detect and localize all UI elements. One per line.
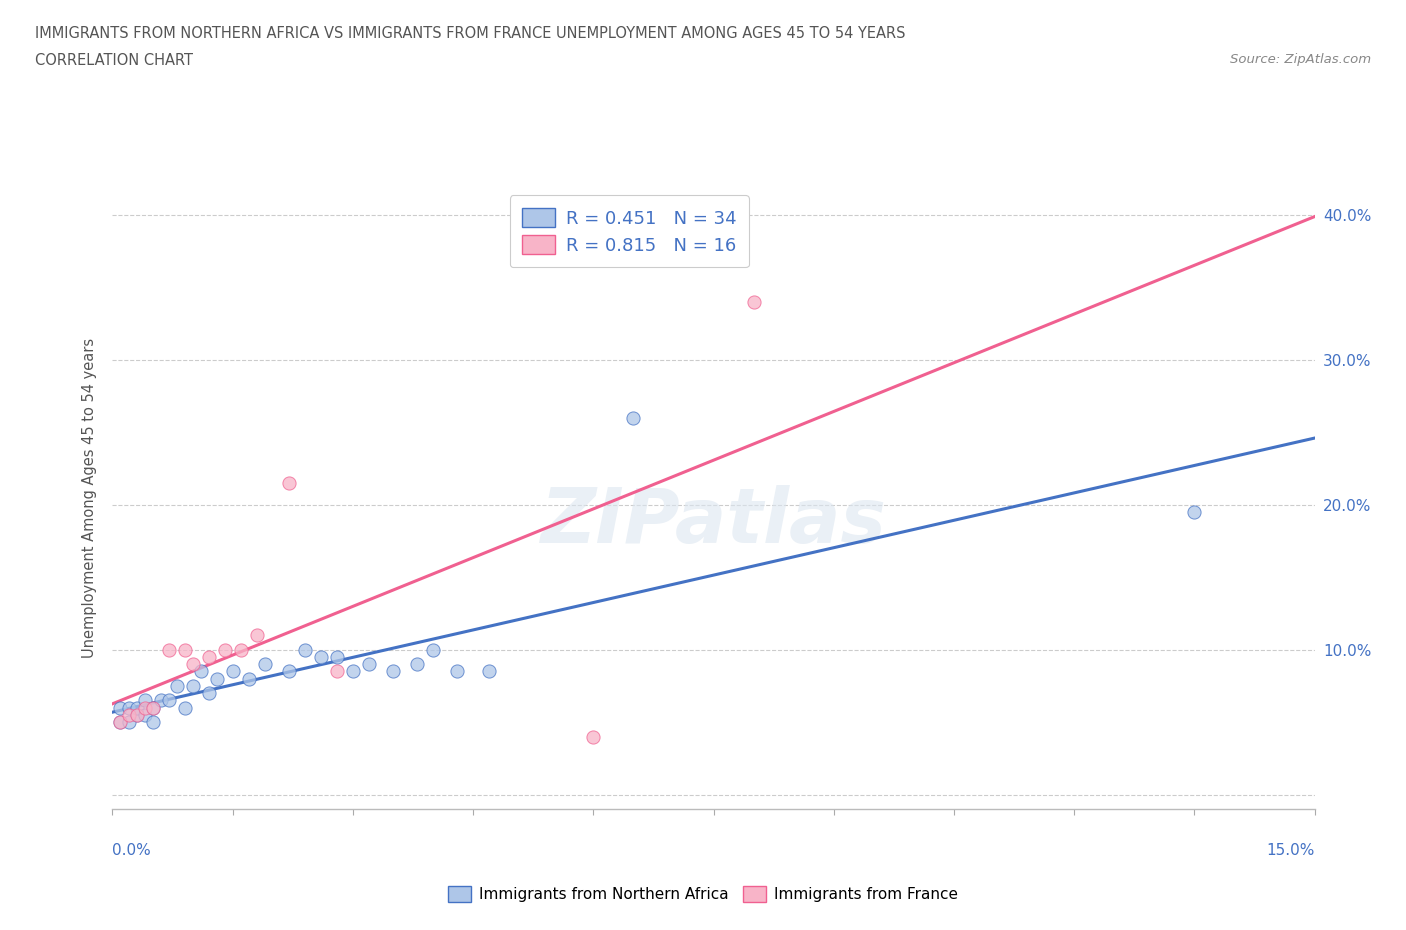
Point bbox=[621, 410, 644, 425]
Point bbox=[382, 664, 405, 679]
Point bbox=[149, 693, 172, 708]
Point bbox=[478, 664, 501, 679]
Point bbox=[222, 664, 245, 679]
Point bbox=[190, 664, 212, 679]
Point bbox=[205, 671, 228, 686]
Point bbox=[141, 715, 163, 730]
Point bbox=[238, 671, 260, 686]
Text: 0.0%: 0.0% bbox=[112, 844, 152, 858]
Point bbox=[446, 664, 468, 679]
Point bbox=[173, 643, 195, 658]
Text: ZIPatlas: ZIPatlas bbox=[540, 485, 887, 560]
Point bbox=[117, 700, 139, 715]
Point bbox=[157, 693, 180, 708]
Point bbox=[197, 649, 219, 664]
Point bbox=[277, 475, 299, 490]
Y-axis label: Unemployment Among Ages 45 to 54 years: Unemployment Among Ages 45 to 54 years bbox=[82, 338, 97, 658]
Point bbox=[141, 700, 163, 715]
Point bbox=[326, 664, 349, 679]
Text: 15.0%: 15.0% bbox=[1267, 844, 1315, 858]
Text: CORRELATION CHART: CORRELATION CHART bbox=[35, 53, 193, 68]
Point bbox=[1184, 505, 1206, 520]
Text: Source: ZipAtlas.com: Source: ZipAtlas.com bbox=[1230, 53, 1371, 66]
Legend: Immigrants from Northern Africa, Immigrants from France: Immigrants from Northern Africa, Immigra… bbox=[441, 880, 965, 909]
Point bbox=[117, 708, 139, 723]
Point bbox=[197, 685, 219, 700]
Point bbox=[173, 700, 195, 715]
Point bbox=[110, 700, 132, 715]
Point bbox=[582, 729, 605, 744]
Point bbox=[742, 295, 765, 310]
Point bbox=[181, 679, 204, 694]
Text: IMMIGRANTS FROM NORTHERN AFRICA VS IMMIGRANTS FROM FRANCE UNEMPLOYMENT AMONG AGE: IMMIGRANTS FROM NORTHERN AFRICA VS IMMIG… bbox=[35, 26, 905, 41]
Point bbox=[117, 715, 139, 730]
Point bbox=[125, 708, 148, 723]
Point bbox=[357, 657, 380, 671]
Point bbox=[110, 715, 132, 730]
Point bbox=[166, 679, 188, 694]
Point bbox=[134, 700, 156, 715]
Point bbox=[134, 693, 156, 708]
Point bbox=[277, 664, 299, 679]
Point bbox=[229, 643, 252, 658]
Point bbox=[326, 649, 349, 664]
Point bbox=[181, 657, 204, 671]
Point bbox=[309, 649, 332, 664]
Point bbox=[125, 708, 148, 723]
Point bbox=[246, 628, 269, 643]
Point bbox=[406, 657, 429, 671]
Point bbox=[125, 700, 148, 715]
Point bbox=[253, 657, 276, 671]
Point bbox=[134, 708, 156, 723]
Point bbox=[422, 643, 444, 658]
Point bbox=[157, 643, 180, 658]
Point bbox=[110, 715, 132, 730]
Point bbox=[214, 643, 236, 658]
Legend: R = 0.451   N = 34, R = 0.815   N = 16: R = 0.451 N = 34, R = 0.815 N = 16 bbox=[510, 195, 749, 267]
Point bbox=[342, 664, 364, 679]
Point bbox=[294, 643, 316, 658]
Point bbox=[141, 700, 163, 715]
